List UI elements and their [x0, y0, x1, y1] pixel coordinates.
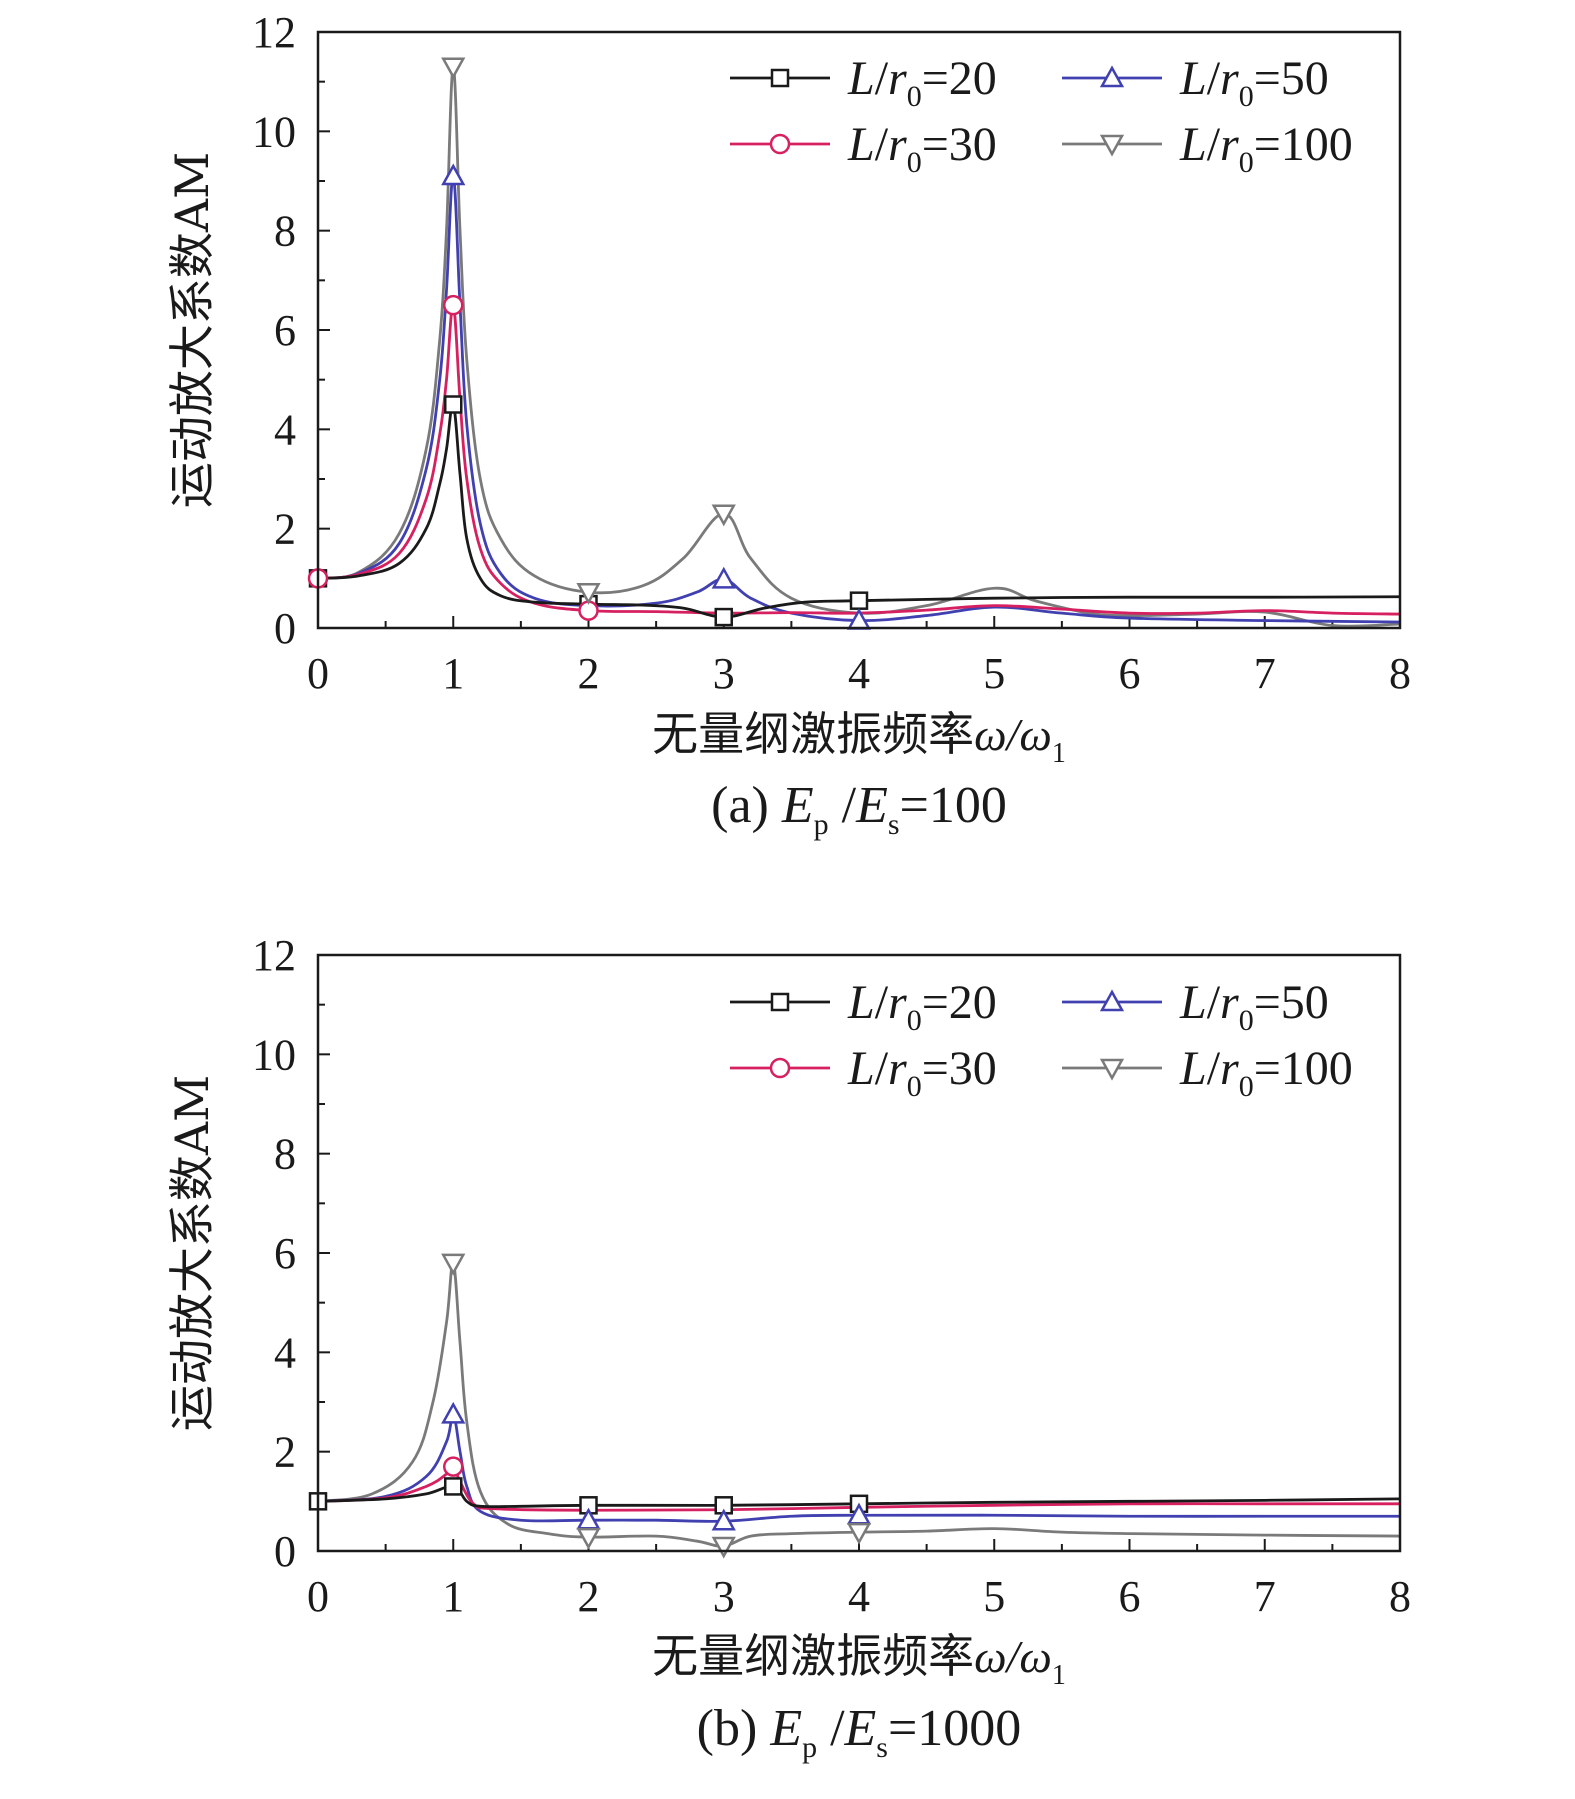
y-tick-label: 2 — [274, 505, 296, 554]
legend-item: L/r0=50 — [1062, 52, 1329, 113]
legend-label: L/r0=50 — [1179, 52, 1329, 113]
data-point-marker — [849, 591, 869, 610]
data-point-marker — [711, 566, 736, 589]
y-tick-label: 6 — [274, 306, 296, 355]
series-line — [318, 1484, 1400, 1509]
x-tick-label: 3 — [713, 649, 735, 698]
plot-frame — [316, 30, 1402, 630]
legend-label: L/r0=20 — [847, 976, 997, 1037]
x-tick-label: 3 — [713, 1572, 735, 1621]
y-tick-label: 8 — [274, 1130, 296, 1179]
data-point-marker — [443, 294, 464, 316]
data-point-marker — [441, 57, 466, 80]
data-point-marker — [576, 582, 601, 605]
legend-marker — [1099, 134, 1125, 157]
legend-item: L/r0=20 — [730, 976, 997, 1037]
x-tick-label: 1 — [442, 1572, 464, 1621]
series-line — [318, 403, 1400, 619]
y-tick-label: 10 — [252, 107, 296, 156]
chart-panel-a: 0 1 2 3 4 5 6 7 8024681012L/r0=20L/r0=30L/r0=50L… — [165, 8, 1411, 841]
y-tick-label: 2 — [274, 1428, 296, 1477]
y-tick-label: 0 — [274, 604, 296, 653]
x-tick-label: 4 — [848, 1572, 870, 1621]
x-axis-label: 无量纲激振频率ω/ω1 — [652, 707, 1066, 769]
series-line — [318, 174, 1400, 624]
plot-frame — [316, 953, 1402, 1553]
y-tick-label: 12 — [252, 931, 296, 980]
legend-item: L/r0=100 — [1062, 1042, 1353, 1103]
legend-item: L/r0=20 — [730, 52, 997, 113]
legend-label: L/r0=30 — [847, 1042, 997, 1103]
data-point-marker — [846, 1522, 872, 1545]
y-tick-label: 4 — [274, 405, 296, 454]
legend-marker — [770, 992, 790, 1012]
x-tick-label: 0 — [307, 1572, 329, 1621]
y-tick-label: 4 — [274, 1328, 296, 1377]
data-point-marker — [576, 1527, 601, 1550]
legend-marker — [769, 133, 791, 155]
legend: L/r0=20L/r0=30 L/r0=50L/r0=100 — [730, 976, 1353, 1103]
y-tick-label: 8 — [274, 207, 296, 256]
data-point-marker — [714, 607, 733, 627]
x-tick-label: 5 — [983, 1572, 1005, 1621]
series-line — [318, 1261, 1400, 1548]
x-tick-label: 5 — [983, 649, 1005, 698]
x-tick-label: 2 — [578, 649, 600, 698]
y-tick-label: 12 — [252, 8, 296, 57]
y-axis-label: 运动放大系数AM — [165, 152, 219, 508]
series-line — [318, 65, 1400, 628]
x-tick-label: 6 — [1119, 649, 1141, 698]
data-point-marker — [444, 1477, 463, 1496]
legend-marker — [769, 1057, 791, 1079]
y-tick-label: 10 — [252, 1030, 296, 1079]
legend-item: L/r0=30 — [730, 1042, 997, 1103]
data-point-marker — [441, 1401, 466, 1424]
legend: L/r0=20L/r0=30 L/r0=50L/r0=100 — [730, 52, 1353, 179]
x-tick-label: 1 — [442, 649, 464, 698]
legend-label: L/r0=30 — [847, 118, 997, 179]
x-tick-label: 2 — [578, 1572, 600, 1621]
legend-marker — [770, 68, 790, 88]
series-line — [318, 303, 1400, 616]
legend-marker — [1099, 989, 1125, 1012]
legend-item: L/r0=30 — [730, 118, 997, 179]
data-point-marker — [711, 1536, 736, 1559]
legend-label: L/r0=50 — [1179, 976, 1329, 1037]
legend-item: L/r0=100 — [1062, 118, 1353, 179]
panel-caption: (b) Ep /Es=1000 — [697, 1700, 1022, 1764]
legend-label: L/r0=100 — [1179, 118, 1353, 179]
data-point-marker — [711, 504, 736, 527]
y-tick-label: 0 — [274, 1527, 296, 1576]
y-axis-label: 运动放大系数AM — [165, 1075, 219, 1431]
x-tick-label: 7 — [1254, 649, 1276, 698]
chart-panel-b: 0 1 2 3 4 5 6 7 8024681012L/r0=20L/r0=30L/r0=50L… — [165, 931, 1411, 1764]
x-tick-label: 4 — [848, 649, 870, 698]
data-point-marker — [711, 1508, 736, 1531]
legend-label: L/r0=20 — [847, 52, 997, 113]
x-tick-label: 6 — [1119, 1572, 1141, 1621]
data-point-marker — [443, 1456, 464, 1477]
x-tick-label: 0 — [307, 649, 329, 698]
data-point-marker — [444, 395, 463, 414]
y-tick-label: 6 — [274, 1229, 296, 1278]
data-point-marker — [441, 163, 466, 186]
legend-item: L/r0=50 — [1062, 976, 1329, 1037]
legend-marker — [1099, 1058, 1125, 1081]
x-tick-label: 8 — [1389, 649, 1411, 698]
legend-label: L/r0=100 — [1179, 1042, 1353, 1103]
x-tick-label: 8 — [1389, 1572, 1411, 1621]
x-tick-label: 7 — [1254, 1572, 1276, 1621]
series-line — [318, 1413, 1400, 1523]
legend-marker — [1099, 65, 1125, 88]
data-point-marker — [441, 1253, 466, 1276]
x-axis-label: 无量纲激振频率ω/ω1 — [652, 1629, 1066, 1691]
panel-caption: (a) Ep /Es=100 — [711, 777, 1007, 841]
